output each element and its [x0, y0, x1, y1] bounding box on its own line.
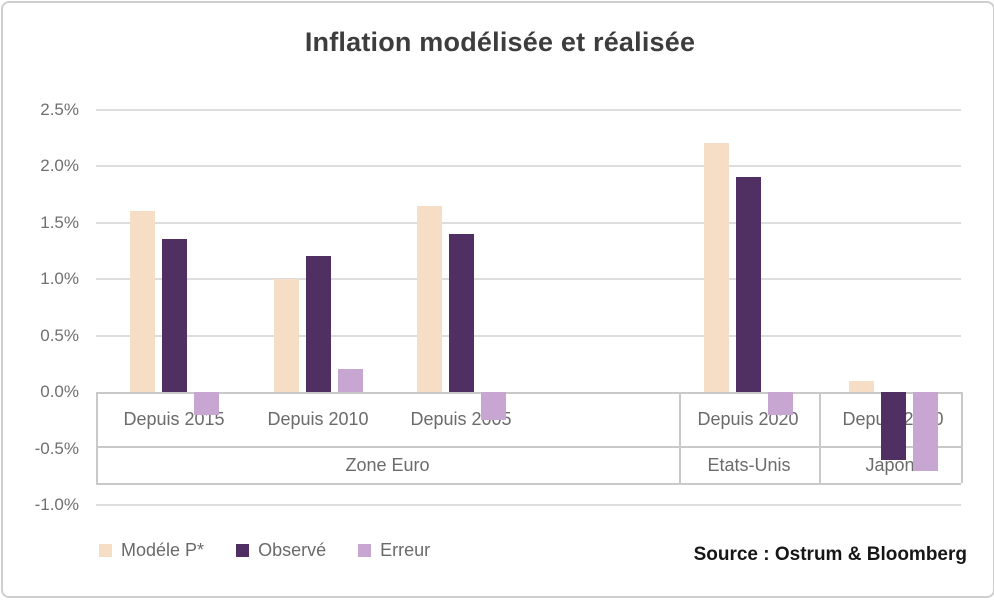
bar-erreur-3: [768, 392, 793, 415]
y-tick-label: -0.5%: [34, 438, 79, 458]
legend-item: Erreur: [358, 540, 430, 561]
table-border: [96, 392, 98, 483]
y-tick-label: 1.0%: [40, 269, 79, 288]
bar-mod-le-p--3: [704, 143, 729, 392]
gridline: [96, 278, 961, 280]
gridline: [96, 165, 961, 167]
legend-swatch-icon: [99, 544, 112, 557]
legend-item: Observé: [236, 540, 326, 561]
table-border: [679, 392, 681, 483]
bar-observ--4: [881, 392, 906, 460]
table-border: [96, 392, 961, 394]
table-border: [961, 392, 963, 483]
table-border: [96, 483, 961, 485]
category-label: Depuis 2010: [267, 409, 369, 429]
bar-erreur-0: [194, 392, 219, 415]
group-label: Japon: [865, 455, 915, 475]
chart-title: Inflation modélisée et réalisée: [304, 27, 696, 57]
legend: Modéle P* Observé Erreur: [99, 540, 430, 561]
y-tick-label: 1.5%: [40, 212, 79, 232]
legend-label: Observé: [258, 540, 327, 560]
y-tick-label: 2.5%: [40, 99, 79, 119]
gridline: [96, 221, 961, 224]
bar-mod-le-p--1: [274, 279, 299, 392]
y-tick-label: 0.5%: [40, 325, 79, 345]
category-label: Depuis 2020: [697, 409, 799, 429]
gridline: [96, 334, 961, 337]
table-border: [819, 392, 821, 483]
plot-area: 2.5% 2.0% 1.5% 1.0% 0.5% 0.0% -0.5% -1.0% Depui…: [3, 3, 994, 600]
group-label: Zone Euro: [345, 455, 430, 475]
legend-swatch-icon: [236, 544, 250, 557]
bar-observ--2: [449, 233, 474, 392]
category-label: Depuis 2015: [123, 409, 225, 429]
bar-mod-le-p--0: [130, 211, 155, 392]
bar-mod-le-p--2: [417, 205, 442, 392]
table-border: [96, 446, 961, 448]
legend-label: Erreur: [380, 540, 431, 560]
legend-item: Modéle P*: [99, 540, 204, 561]
y-tick-label: -1.0%: [34, 495, 79, 514]
bar-erreur-2: [481, 392, 506, 421]
legend-swatch-icon: [358, 544, 372, 557]
bar-erreur-1: [338, 369, 363, 392]
category-label: Depuis 2005: [410, 409, 512, 429]
group-label: Etats-Unis: [707, 455, 791, 475]
gridline: [96, 504, 961, 506]
bar-observ--1: [306, 256, 331, 392]
legend-label: Modéle P*: [121, 540, 205, 560]
bar-erreur-4: [913, 392, 938, 472]
bar-observ--0: [162, 239, 187, 392]
y-tick-label: 2.0%: [40, 156, 79, 175]
bar-mod-le-p--4: [849, 380, 874, 392]
bar-observ--3: [736, 177, 761, 392]
y-tick-label: 0.0%: [40, 382, 79, 401]
gridline: [96, 108, 961, 111]
source-note: Source : Ostrum & Bloomberg: [693, 544, 967, 565]
